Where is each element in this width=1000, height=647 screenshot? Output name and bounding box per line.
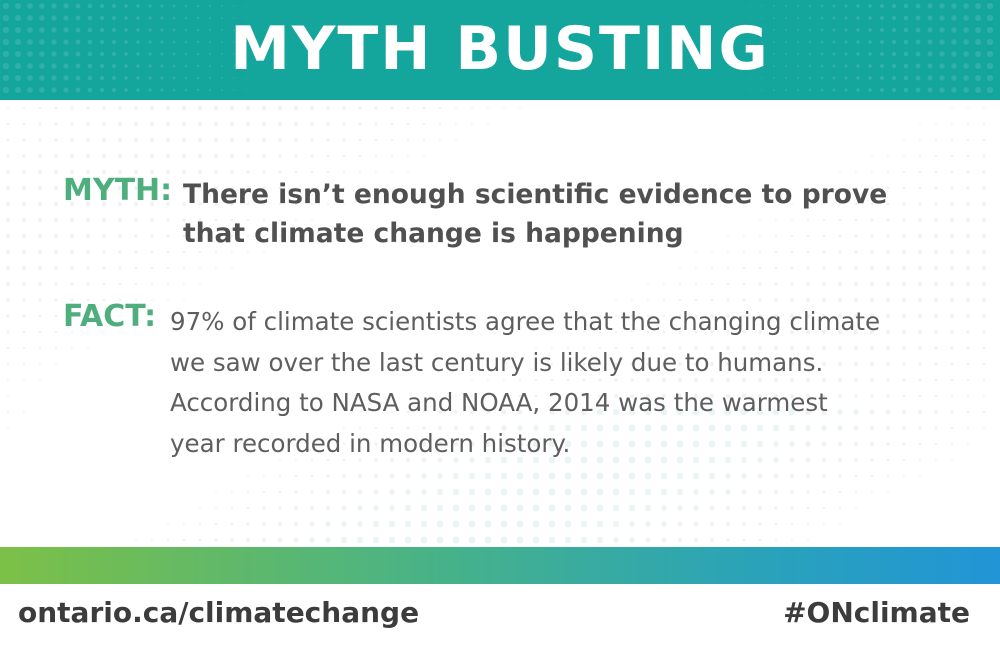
- website-link[interactable]: ontario.ca/climatechange: [18, 596, 420, 629]
- header-banner: MYTH BUSTING: [0, 0, 1000, 100]
- background-dot-pattern: [5, 105, 987, 544]
- myth-line: There isn’t enough scientific evidence t…: [183, 179, 888, 210]
- myth-label: MYTH:: [63, 173, 173, 208]
- header-dot-pattern: [2, 2, 994, 94]
- fact-statement: 97% of climate scientists agree that the…: [170, 302, 970, 464]
- fact-label: FACT:: [63, 299, 157, 334]
- footer: [0, 584, 1000, 647]
- fact-line: we saw over the last century is likely d…: [170, 347, 824, 377]
- gradient-divider: [0, 547, 1000, 584]
- hashtag-label: #ONclimate: [783, 596, 970, 629]
- myth-line: that climate change is happening: [183, 218, 684, 249]
- page-title: MYTH BUSTING: [230, 14, 770, 84]
- fact-line: According to NASA and NOAA, 2014 was the…: [170, 388, 828, 417]
- myth-statement: There isn’t enough scientific evidence t…: [183, 175, 903, 253]
- fact-line: year recorded in modern history.: [170, 428, 571, 458]
- fact-line: 97% of climate scientists agree that the…: [170, 307, 881, 336]
